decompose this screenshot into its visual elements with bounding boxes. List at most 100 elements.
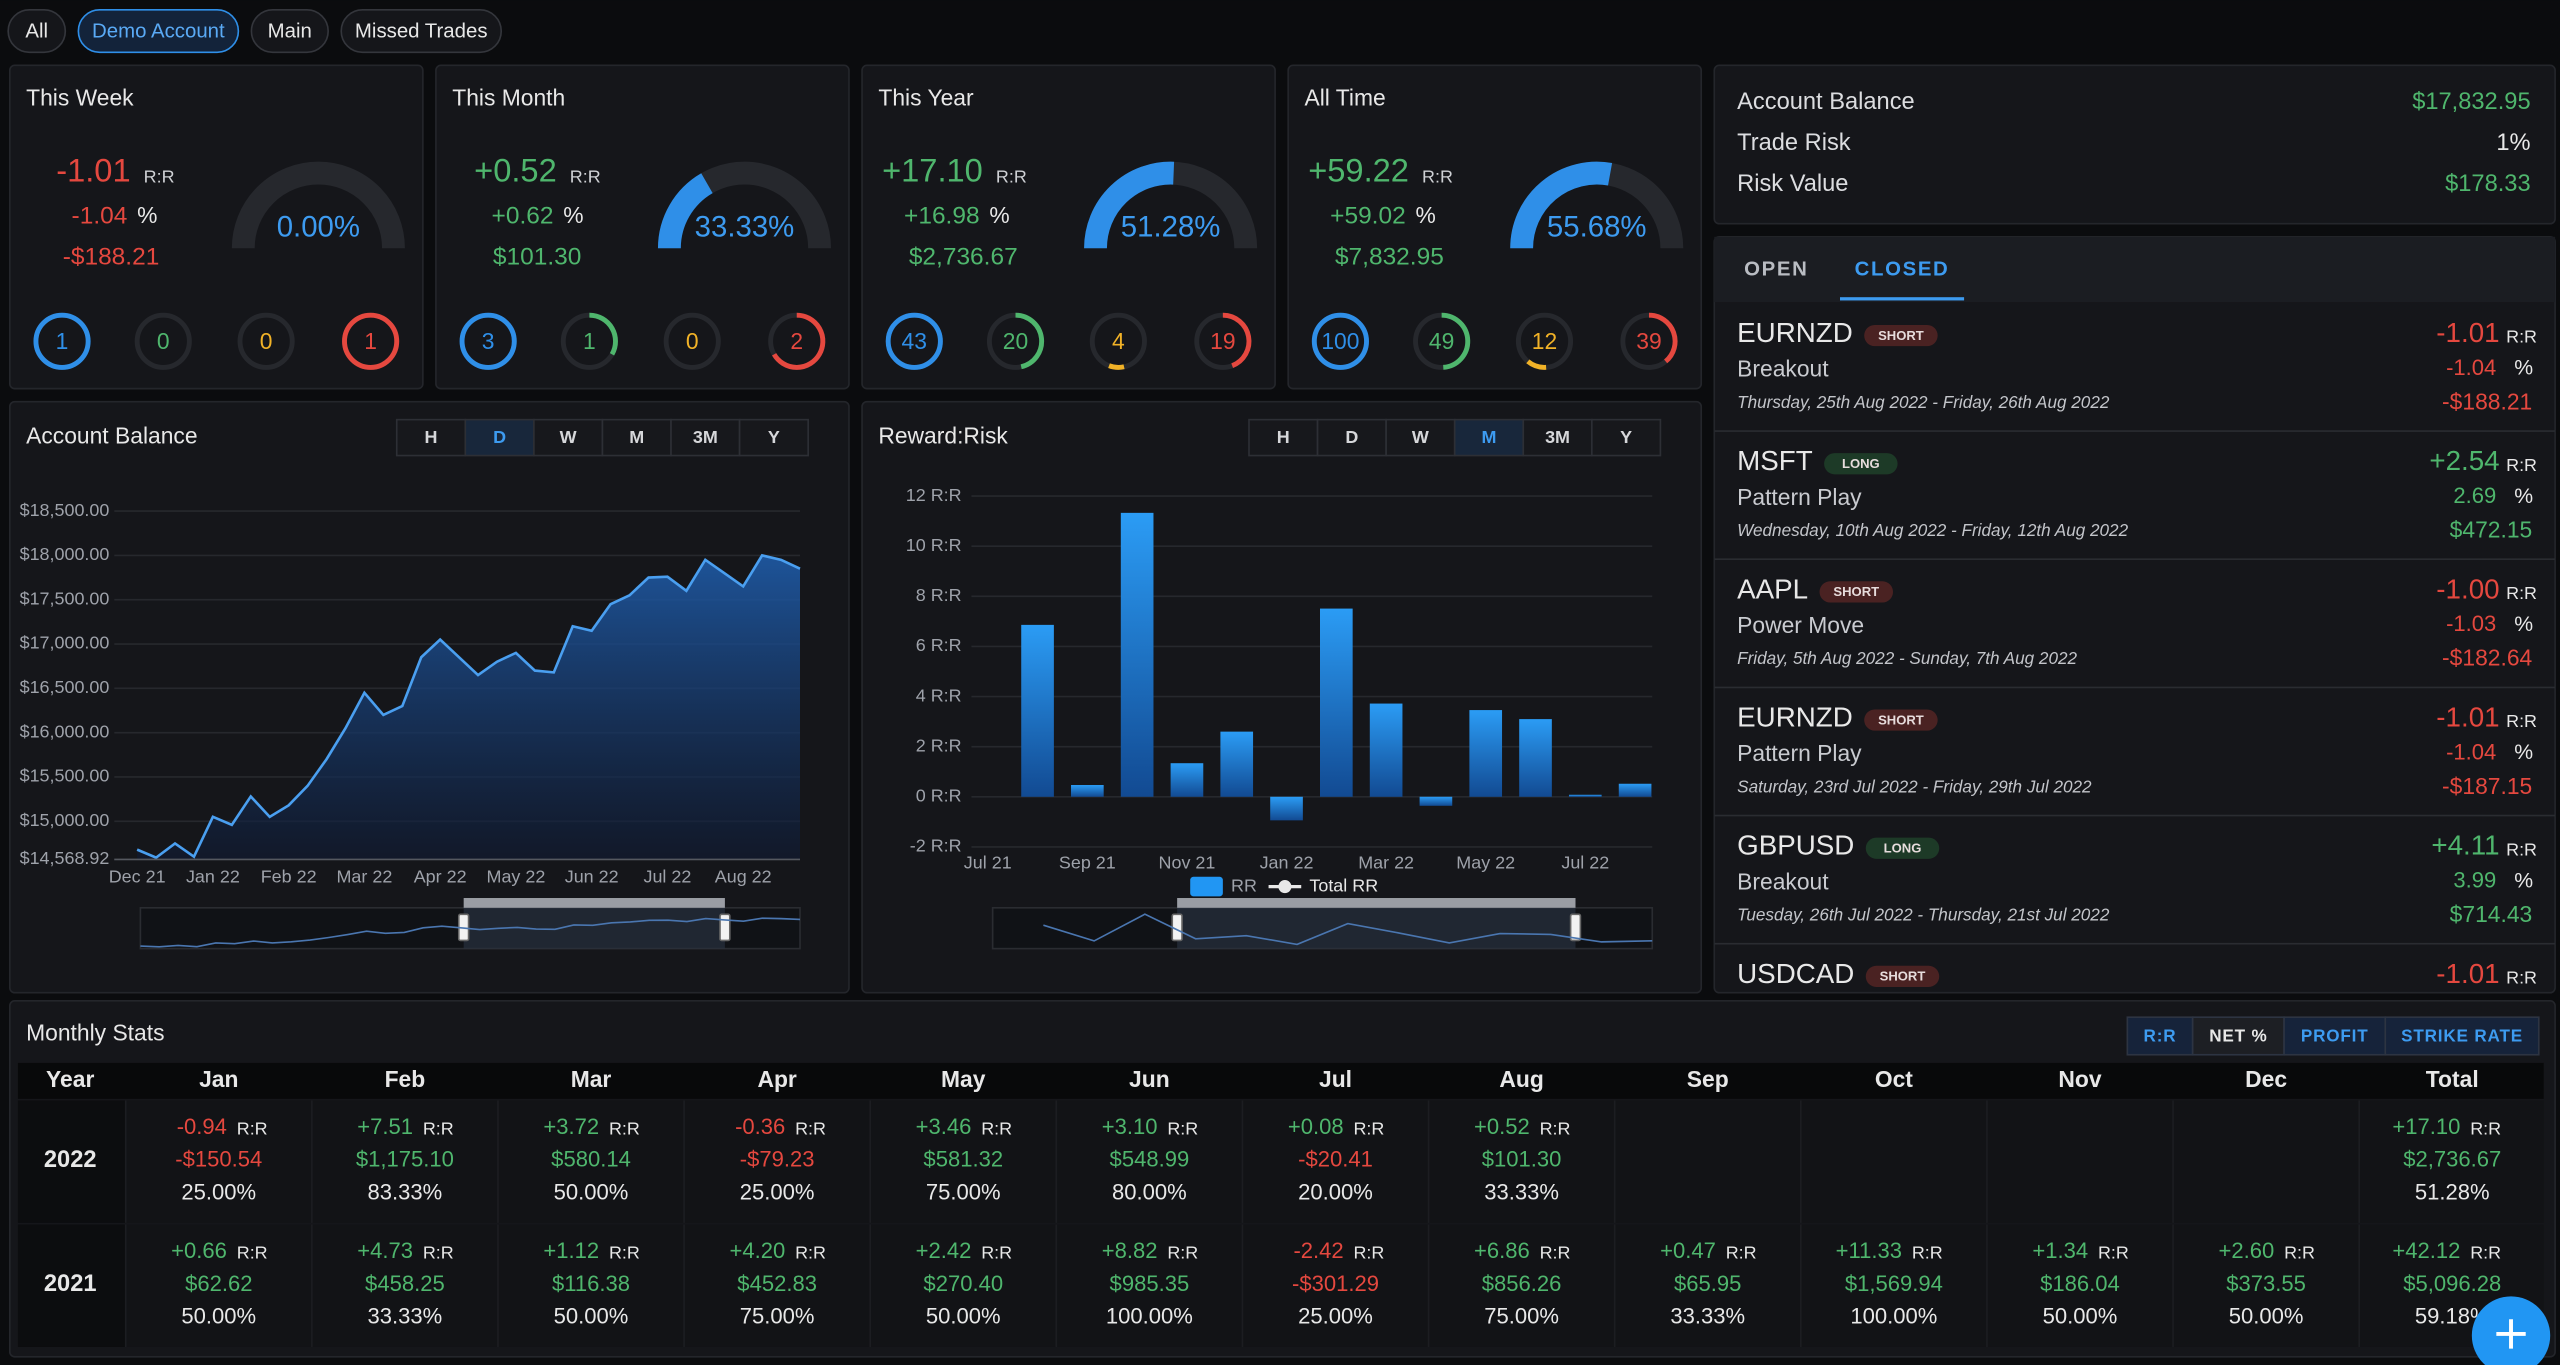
pill-bg[interactable] — [77, 9, 240, 54]
range-button[interactable] — [601, 418, 672, 457]
range-label[interactable]: Y — [1620, 427, 1632, 447]
cell-profit: -$20.41 — [1298, 1147, 1373, 1172]
cell-rr: -0.36 — [735, 1114, 785, 1139]
cell-profit: -$79.23 — [740, 1147, 815, 1172]
navigator-handle[interactable] — [1569, 913, 1582, 942]
trade-item[interactable]: GBPUSD LONG +4.11 R:R Breakout Tuesday, 26th … — [1714, 830, 2556, 945]
trade-item[interactable]: AAPL SHORT -1.00 R:R Power Move Friday, 5th A… — [1714, 573, 2556, 689]
trade-symbol[interactable]: MSFT — [1737, 445, 1813, 476]
count-label: 0 — [260, 328, 273, 354]
cell-profit: $270.40 — [923, 1271, 1003, 1296]
legend-label[interactable]: RR — [1231, 875, 1257, 895]
range-label[interactable]: 3M — [1545, 427, 1570, 447]
range-button[interactable] — [1453, 418, 1525, 457]
trade-symbol[interactable]: USDCAD — [1737, 958, 1854, 989]
range-label[interactable]: M — [629, 427, 644, 447]
range-button[interactable] — [738, 418, 809, 457]
range-button[interactable] — [1591, 418, 1662, 457]
trade-symbol[interactable]: EURNZD — [1737, 317, 1853, 348]
year-label: 2021 — [44, 1271, 97, 1297]
trade-item[interactable]: EURNZD SHORT -1.01 R:R Pattern Play Saturday,… — [1714, 702, 2556, 817]
count-label: 4 — [1112, 328, 1125, 354]
trade-pct: 2.69 — [2453, 483, 2496, 508]
x-tick-label: Dec 21 — [109, 866, 166, 886]
range-label[interactable]: M — [1482, 427, 1497, 447]
rr-unit: R:R — [609, 1243, 640, 1263]
range-button[interactable] — [670, 418, 741, 457]
cell-profit: $2,736.67 — [2403, 1147, 2501, 1172]
count-label: 49 — [1429, 328, 1454, 354]
range-label[interactable]: D — [1345, 427, 1358, 447]
gauge-label: 55.68% — [1547, 210, 1647, 243]
trade-item[interactable]: EURNZD SHORT -1.01 R:R Breakout Thursday, 25t… — [1714, 317, 2556, 432]
trade-symbol[interactable]: GBPUSD — [1737, 830, 1854, 861]
range-label[interactable]: W — [560, 427, 577, 447]
toggle-label[interactable]: PROFIT — [2301, 1025, 2369, 1045]
range-button[interactable] — [1248, 418, 1319, 457]
panel — [435, 64, 850, 390]
gauge-arc — [1510, 161, 1613, 249]
range-button[interactable] — [1522, 418, 1593, 457]
column-header: Total — [2426, 1066, 2479, 1092]
bar — [1071, 785, 1104, 797]
add-icon[interactable] — [2496, 1319, 2526, 1349]
cell-rr: +4.20 — [730, 1238, 786, 1263]
toggle-button[interactable] — [2191, 1016, 2285, 1056]
pill-label[interactable]: Demo Account — [92, 20, 225, 42]
cell-rate: 75.00% — [1484, 1303, 1559, 1328]
cell-profit: $580.14 — [551, 1147, 631, 1172]
toggle-label[interactable]: R:R — [2144, 1025, 2177, 1045]
pct-value: +59.02 — [1330, 203, 1406, 230]
pill-label[interactable]: Main — [268, 20, 312, 42]
bar — [1618, 783, 1652, 797]
y-tick-label: -2 R:R — [910, 836, 962, 856]
trade-item[interactable]: USDCAD SHORT -1.01 R:R — [1737, 958, 2537, 989]
add-button[interactable] — [2471, 1296, 2551, 1365]
y-tick-label: 8 R:R — [916, 585, 962, 605]
range-label[interactable]: H — [1277, 427, 1290, 447]
y-tick-label: $18,500.00 — [20, 500, 110, 520]
year-cell — [17, 1224, 126, 1347]
trade-rr: -1.01 — [2436, 317, 2499, 348]
range-button[interactable] — [533, 418, 604, 457]
toggle-label[interactable]: STRIKE RATE — [2401, 1025, 2523, 1045]
range-label[interactable]: H — [425, 427, 438, 447]
range-label[interactable]: W — [1412, 427, 1429, 447]
cell-profit: -$301.29 — [1292, 1271, 1379, 1296]
tab[interactable]: OPEN — [1744, 259, 1808, 281]
table-row — [17, 1100, 2544, 1223]
range-button[interactable] — [395, 418, 467, 457]
ring-arc — [1311, 312, 1369, 370]
toggle-button[interactable] — [2384, 1016, 2540, 1056]
range-label[interactable]: 3M — [693, 427, 718, 447]
filter-pill[interactable]: Missed Trades — [340, 9, 503, 54]
cell-profit: $5,096.28 — [2403, 1271, 2501, 1296]
toggle-label[interactable]: NET % — [2209, 1025, 2267, 1045]
legend-label[interactable]: Total RR — [1309, 875, 1378, 895]
filter-pill[interactable]: Main — [250, 9, 329, 54]
filter-pill[interactable]: Demo Account — [77, 9, 240, 54]
legend[interactable]: RR Total RR — [1190, 875, 1378, 897]
panel — [1287, 64, 1703, 390]
pill-bg[interactable] — [7, 9, 67, 54]
range-label[interactable]: Y — [768, 427, 780, 447]
trade-symbol[interactable]: EURNZD — [1737, 702, 1853, 733]
section-title: Monthly Stats — [26, 1019, 164, 1045]
range-label[interactable]: D — [493, 427, 506, 447]
pill-bg[interactable] — [250, 9, 329, 54]
ring-arc — [342, 312, 400, 370]
trade-strategy: Power Move — [1737, 612, 1864, 638]
pill-label[interactable]: All — [25, 20, 48, 42]
tab[interactable]: CLOSED — [1855, 259, 1950, 281]
trade-symbol[interactable]: AAPL — [1737, 573, 1808, 604]
toggle-button[interactable] — [2283, 1016, 2387, 1056]
pill-label[interactable]: Missed Trades — [355, 20, 488, 42]
toggle-button[interactable] — [2126, 1016, 2194, 1056]
pill-bg[interactable] — [340, 9, 503, 54]
y-tick-label: $15,500.00 — [20, 766, 110, 786]
y-tick-label: 12 R:R — [906, 485, 962, 505]
trade-strategy: Pattern Play — [1737, 484, 1862, 510]
trade-item[interactable]: MSFT LONG +2.54 R:R Pattern Play Wednesday, 1… — [1714, 445, 2556, 561]
navigator-handle[interactable] — [719, 913, 731, 942]
filter-pill[interactable]: All — [7, 9, 67, 54]
